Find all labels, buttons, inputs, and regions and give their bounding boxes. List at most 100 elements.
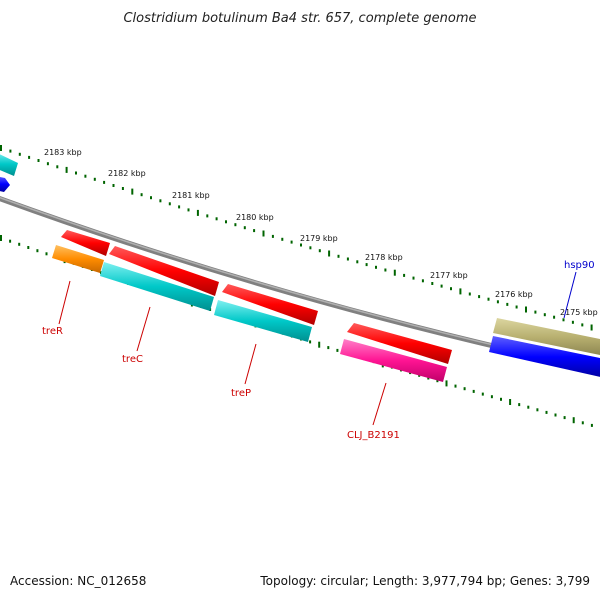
- gene-label-treR: treR: [42, 326, 63, 337]
- minor-tick: [9, 149, 12, 153]
- minor-tick: [403, 273, 406, 277]
- minor-tick: [487, 297, 490, 301]
- major-tick: [572, 417, 575, 424]
- gene-bar: [340, 339, 447, 382]
- olive-feature: [493, 318, 600, 355]
- minor-tick: [56, 165, 59, 169]
- minor-tick: [581, 421, 584, 425]
- major-tick: [525, 306, 527, 313]
- minor-tick: [121, 187, 124, 190]
- minor-tick: [436, 379, 439, 383]
- kbp-label-2182: 2182 kbp: [108, 169, 146, 178]
- minor-tick: [27, 246, 30, 249]
- minor-tick: [500, 397, 502, 401]
- gene-label-hsp90: hsp90: [564, 260, 595, 271]
- major-tick: [590, 324, 593, 331]
- minor-tick: [518, 403, 521, 407]
- major-tick: [445, 380, 448, 387]
- minor-tick: [412, 276, 415, 280]
- major-tick: [459, 288, 462, 295]
- kbp-label-2178: 2178 kbp: [365, 253, 403, 262]
- major-tick: [196, 209, 199, 216]
- minor-tick: [454, 384, 457, 388]
- minor-tick: [431, 282, 434, 285]
- minor-tick: [553, 315, 556, 319]
- minor-tick: [554, 413, 557, 417]
- kbp-label-2177: 2177 kbp: [430, 271, 468, 280]
- minor-tick: [187, 208, 190, 212]
- kbp-label-2180: 2180 kbp: [236, 213, 274, 222]
- gene-treC[interactable]: treC: [100, 262, 214, 365]
- cds-feature: [109, 246, 219, 296]
- minor-tick: [346, 257, 349, 261]
- gene-treR[interactable]: treR: [42, 245, 104, 337]
- minor-tick: [84, 174, 87, 178]
- minor-tick: [563, 416, 566, 420]
- minor-tick: [253, 229, 256, 233]
- gene-treP[interactable]: treP: [214, 300, 312, 399]
- minor-tick: [225, 220, 227, 224]
- minor-tick: [472, 389, 475, 393]
- gene-label-treC: treC: [122, 354, 143, 365]
- gene-bar: [489, 336, 600, 377]
- minor-tick: [103, 180, 106, 184]
- minor-tick: [168, 202, 171, 206]
- minor-tick: [506, 302, 509, 306]
- minor-tick: [75, 171, 77, 175]
- minor-tick: [478, 295, 481, 299]
- minor-tick: [337, 254, 340, 258]
- gene-CLJ_B2191[interactable]: CLJ_B2191: [340, 339, 447, 441]
- kbp-label-2175: 2175 kbp: [560, 308, 598, 317]
- scale-labels: 2183 kbp 2182 kbp 2181 kbp 2180 kbp 2179…: [44, 148, 598, 317]
- minor-tick: [536, 408, 539, 412]
- minor-tick: [527, 405, 530, 409]
- minor-tick: [112, 184, 115, 187]
- major-tick: [0, 145, 2, 151]
- kbp-label-2183: 2183 kbp: [44, 148, 82, 157]
- minor-tick: [440, 284, 443, 288]
- minor-tick: [496, 300, 499, 304]
- accession-text: Accession: NC_012658: [10, 574, 147, 588]
- minor-tick: [365, 263, 368, 267]
- minor-tick: [421, 279, 424, 283]
- minor-tick: [178, 205, 181, 209]
- minor-tick: [234, 223, 237, 227]
- minor-tick: [159, 199, 162, 203]
- major-tick: [393, 269, 396, 276]
- major-tick: [262, 230, 265, 237]
- genome-summary-text: Topology: circular; Length: 3,977,794 bp…: [260, 574, 590, 588]
- minor-tick: [327, 346, 330, 350]
- kbp-label-2179: 2179 kbp: [300, 234, 338, 243]
- minor-tick: [36, 249, 39, 253]
- minor-tick: [336, 348, 339, 352]
- major-tick: [509, 399, 512, 405]
- minor-tick: [468, 292, 471, 296]
- minor-tick: [93, 177, 96, 181]
- gene-bar: [100, 262, 214, 311]
- minor-tick: [243, 226, 246, 230]
- cds-feature: [222, 284, 318, 325]
- minor-tick: [300, 243, 302, 247]
- minor-tick: [37, 159, 40, 162]
- minor-tick: [375, 265, 377, 269]
- minor-tick: [590, 423, 593, 427]
- minor-tick: [545, 410, 548, 414]
- gene-hsp90[interactable]: hsp90: [489, 260, 600, 378]
- outer-tick-track: [0, 145, 593, 331]
- minor-tick: [463, 387, 466, 391]
- minor-tick: [46, 162, 49, 166]
- minor-tick: [534, 310, 537, 314]
- major-tick: [131, 188, 134, 195]
- minor-tick: [28, 155, 31, 159]
- minor-tick: [450, 287, 452, 291]
- cds-feature: [347, 323, 452, 364]
- major-tick: [328, 250, 331, 257]
- minor-tick: [356, 260, 359, 264]
- gene-label-treP: treP: [231, 388, 251, 399]
- minor-tick: [215, 217, 218, 221]
- kbp-label-2176: 2176 kbp: [495, 290, 533, 299]
- minor-tick: [9, 239, 12, 243]
- gene-bar: [214, 300, 312, 342]
- minor-tick: [309, 246, 312, 250]
